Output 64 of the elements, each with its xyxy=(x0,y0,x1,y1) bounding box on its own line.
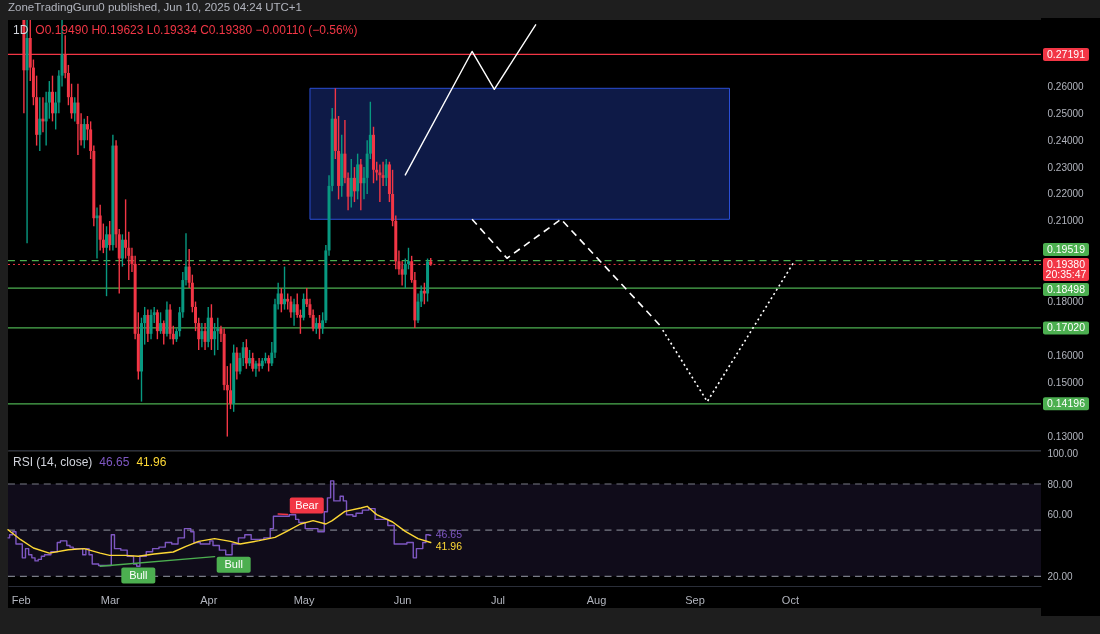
candlestick xyxy=(349,158,353,209)
data-label: 41.96 xyxy=(435,540,463,553)
y-tick-label: 0.16000 xyxy=(1047,349,1085,361)
candlestick xyxy=(162,319,166,346)
x-tick-label: Apr xyxy=(200,593,218,606)
candlestick xyxy=(289,295,293,319)
candlestick xyxy=(372,126,376,184)
ref-line-label: 0.14196 xyxy=(1047,397,1086,410)
y-tick-label: 80.00 xyxy=(1047,478,1073,490)
x-tick-label: Sep xyxy=(685,593,705,606)
y-tick-label: 0.25000 xyxy=(1047,107,1085,119)
candlestick xyxy=(279,287,283,314)
candlestick xyxy=(378,163,382,203)
ref-line-label: 0.19519 xyxy=(1047,242,1086,255)
line-series xyxy=(404,24,537,176)
x-tick-label: May xyxy=(293,593,315,606)
candlestick xyxy=(105,225,109,297)
x-tick-label: Jul xyxy=(490,593,506,606)
annotation: Bear xyxy=(295,498,319,511)
x-tick-label: Mar xyxy=(100,593,121,606)
candlestick xyxy=(359,158,363,211)
ref-line-label: 0.18498 xyxy=(1047,282,1086,295)
ref-line-label: 0.19380 20:35:47 xyxy=(1045,257,1087,280)
candlestick xyxy=(292,298,296,327)
chart-title: RSI (14, close) xyxy=(13,455,93,469)
candlestick xyxy=(251,351,255,373)
candlestick xyxy=(203,322,207,351)
y-tick-label: 0.13000 xyxy=(1047,430,1085,442)
candlestick xyxy=(38,96,42,152)
candlestick xyxy=(108,220,112,252)
candlestick xyxy=(76,83,80,156)
candlestick xyxy=(200,322,204,348)
candlestick xyxy=(244,338,248,370)
candlestick xyxy=(146,308,150,343)
x-tick-label: Jun xyxy=(393,593,412,606)
y-tick-label: 0.21000 xyxy=(1047,215,1085,227)
y-tick-label: 0.24000 xyxy=(1047,134,1085,146)
ref-line-label: 0.17020 xyxy=(1047,321,1086,334)
candlestick xyxy=(120,233,124,268)
annotation: Bull xyxy=(129,568,148,581)
chart-subtitle: O0.19490 H0.19623 L0.19334 C0.19380 −0.00110 (−0.56%) xyxy=(35,23,358,37)
text: ZoneTradingGuru0 published, Jun 10, 2025 04:24 UTC+1 xyxy=(8,1,302,14)
ref-line-label: 0.27191 xyxy=(1047,47,1086,60)
candlestick xyxy=(159,311,163,335)
x-tick-label: Aug xyxy=(586,593,607,606)
candlestick xyxy=(213,322,217,357)
y-tick-label: 100.00 xyxy=(1047,447,1079,459)
y-tick-label: 0.26000 xyxy=(1047,80,1085,92)
data-label: 46.65 xyxy=(435,528,463,541)
candlestick xyxy=(82,117,86,149)
candlestick xyxy=(51,74,54,123)
candlestick xyxy=(302,292,306,322)
y-tick-label: 0.22000 xyxy=(1047,188,1085,200)
candlestick xyxy=(352,166,356,203)
chart-subtitle: 46.65 41.96 xyxy=(99,455,167,469)
x-tick-label: Feb xyxy=(11,593,31,606)
y-tick-label: 60.00 xyxy=(1047,509,1073,521)
y-tick-label: 0.18000 xyxy=(1047,296,1085,308)
y-tick-label: 20.00 xyxy=(1047,570,1073,582)
candlestick xyxy=(73,96,77,123)
y-tick-label: 0.23000 xyxy=(1047,161,1085,173)
x-tick-label: Oct xyxy=(781,593,799,606)
y-tick-label: 0.15000 xyxy=(1047,376,1085,388)
annotation: Bull xyxy=(224,557,243,570)
